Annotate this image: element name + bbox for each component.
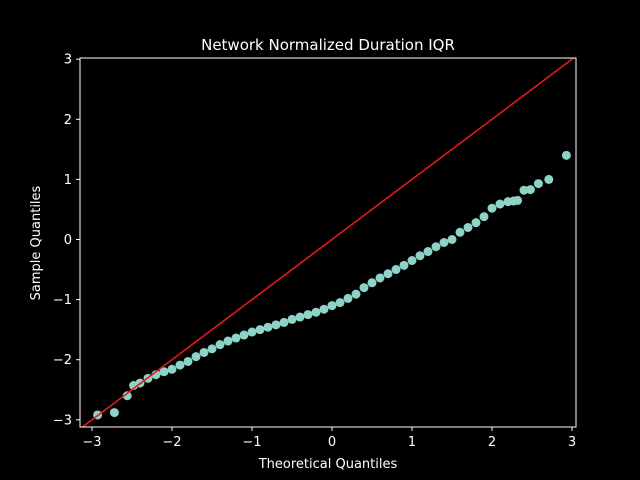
y-tick-label: 3 (64, 53, 72, 68)
reference-line (81, 58, 575, 427)
data-point (423, 247, 433, 257)
data-point (335, 298, 345, 308)
data-point (223, 336, 233, 346)
data-point (513, 195, 523, 205)
data-point (495, 199, 505, 209)
x-tick-label: −2 (162, 435, 181, 450)
data-point (183, 356, 193, 366)
data-point (271, 320, 281, 330)
data-point (199, 347, 209, 357)
data-point (351, 289, 361, 299)
data-point (159, 367, 169, 377)
data-point (175, 360, 185, 370)
data-point (247, 327, 257, 337)
y-tick-label: −2 (53, 353, 72, 368)
x-axis-label: Theoretical Quantiles (258, 457, 398, 472)
data-point (359, 283, 369, 293)
axes-frame (79, 57, 577, 428)
data-point (319, 304, 329, 314)
data-point (375, 273, 385, 283)
data-point (287, 314, 297, 324)
data-point (463, 222, 473, 232)
data-point (383, 269, 393, 279)
x-tick-label: 3 (568, 435, 576, 450)
data-point (122, 391, 132, 401)
data-point (399, 260, 409, 270)
data-point (327, 301, 337, 311)
data-point (415, 251, 425, 261)
data-point (487, 203, 497, 213)
data-point (295, 312, 305, 322)
data-point (367, 278, 377, 288)
data-point (191, 352, 201, 362)
data-point (263, 322, 273, 332)
x-tick-label: −3 (82, 435, 101, 450)
x-axis-ticks: −3 −2 −1 0 1 2 3 (82, 427, 576, 450)
y-tick-label: 1 (64, 173, 72, 188)
data-point (447, 234, 457, 244)
plot-area (81, 58, 575, 427)
data-point (343, 293, 353, 303)
y-tick-label: 2 (64, 113, 72, 128)
data-point (231, 333, 241, 343)
data-point (479, 212, 489, 222)
data-point (455, 227, 465, 237)
data-point (215, 340, 225, 350)
x-tick-label: 1 (408, 435, 416, 450)
data-point (439, 238, 449, 247)
data-point (544, 174, 554, 184)
data-point (391, 265, 401, 275)
data-point (561, 150, 571, 160)
data-point (533, 179, 543, 189)
data-point (431, 242, 441, 252)
data-point (279, 317, 289, 327)
data-point (407, 256, 417, 266)
y-tick-label: −3 (53, 413, 72, 428)
y-axis-label: Sample Quantiles (29, 185, 44, 300)
data-point (109, 408, 119, 418)
data-point (525, 185, 535, 195)
x-tick-label: 2 (488, 435, 496, 450)
data-point (303, 310, 313, 320)
data-point (207, 344, 217, 354)
chart-title: Network Normalized Duration IQR (201, 36, 455, 54)
y-axis-ticks: −3 −2 −1 0 1 2 3 (53, 53, 80, 428)
x-tick-label: 0 (328, 435, 336, 450)
data-point (255, 325, 265, 335)
data-point (311, 307, 321, 317)
x-tick-label: −1 (242, 435, 261, 450)
data-point (167, 364, 177, 374)
y-tick-label: 0 (64, 233, 72, 248)
data-point (239, 330, 249, 340)
data-point (471, 218, 481, 228)
y-tick-label: −1 (53, 293, 72, 308)
